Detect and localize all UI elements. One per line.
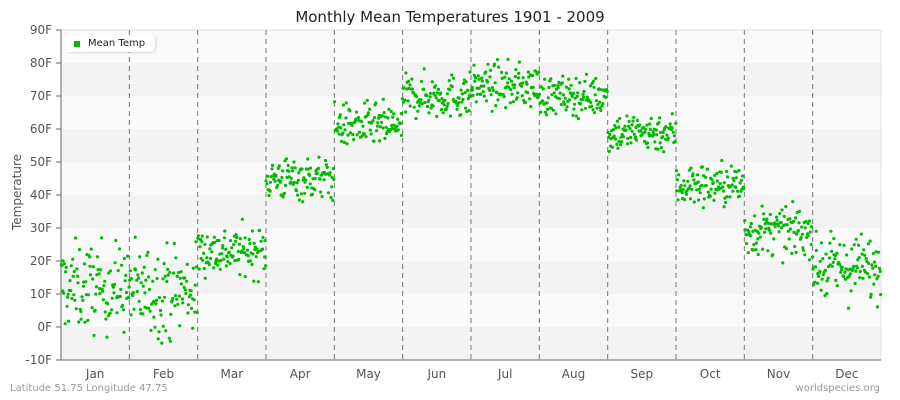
svg-text:90F: 90F [30, 23, 52, 37]
svg-text:30F: 30F [30, 221, 52, 235]
svg-text:70F: 70F [30, 89, 52, 103]
svg-text:Jan: Jan [85, 367, 105, 381]
svg-text:Oct: Oct [700, 367, 721, 381]
svg-text:Feb: Feb [153, 367, 174, 381]
svg-text:Mar: Mar [221, 367, 244, 381]
chart-title: Monthly Mean Temperatures 1901 - 2009 [295, 8, 605, 26]
legend-label: Mean Temp [88, 38, 146, 49]
svg-text:Nov: Nov [767, 367, 790, 381]
svg-text:40F: 40F [30, 188, 52, 202]
svg-text:Jul: Jul [497, 367, 512, 381]
svg-text:20F: 20F [30, 254, 52, 268]
legend: Mean Temp [66, 35, 156, 52]
source-label: worldspecies.org [795, 383, 880, 394]
svg-text:0F: 0F [37, 320, 52, 334]
svg-text:60F: 60F [30, 122, 52, 136]
svg-text:Sep: Sep [631, 367, 654, 381]
svg-text:-10F: -10F [25, 353, 52, 367]
svg-text:Apr: Apr [290, 367, 311, 381]
svg-text:80F: 80F [30, 56, 52, 70]
svg-text:May: May [356, 367, 381, 381]
location-label: Latitude 51.75 Longitude 47.75 [10, 383, 168, 394]
svg-text:Aug: Aug [562, 367, 585, 381]
svg-text:Jun: Jun [426, 367, 446, 381]
legend-swatch-icon [74, 40, 80, 47]
svg-text:50F: 50F [30, 155, 52, 169]
svg-text:10F: 10F [30, 287, 52, 301]
svg-text:Dec: Dec [835, 367, 858, 381]
